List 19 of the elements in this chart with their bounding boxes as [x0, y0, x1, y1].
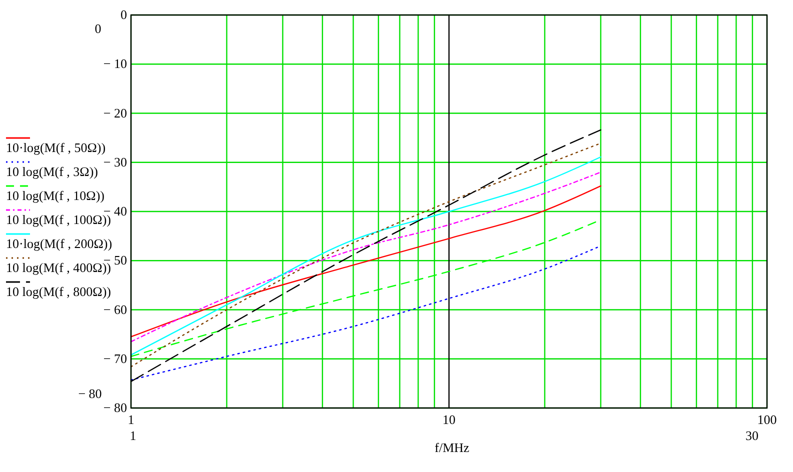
legend-label: 10·log(M(f , 50Ω)) — [6, 140, 106, 155]
y-tick-label: − 70 — [103, 350, 127, 366]
y-tick-label: − 20 — [103, 105, 127, 120]
x-tick-label: 1 — [128, 412, 134, 427]
y-tick-label: − 10 — [103, 56, 127, 72]
x-axis-title: f/MHz — [434, 440, 470, 455]
y-tick-label: − 60 — [103, 302, 127, 317]
y-tick-label: − 80 — [103, 400, 127, 415]
text: 30 — [746, 428, 758, 443]
legend-label: 10 log(M(f , 10Ω)) — [6, 188, 104, 203]
text: 1 — [130, 428, 136, 443]
x-tick-label: 10 — [442, 412, 456, 427]
legend-label: 10 log(M(f , 800Ω)) — [6, 284, 111, 299]
legend-label: 10 log(M(f , 3Ω)) — [6, 164, 98, 179]
legend-label: 10·log(M(f , 200Ω)) — [6, 236, 112, 251]
x-tick-label: 100 — [757, 412, 777, 427]
y-tick-label: − 30 — [103, 154, 127, 170]
y-tick-label: 0 — [120, 7, 127, 22]
text: − 80 — [78, 386, 102, 401]
